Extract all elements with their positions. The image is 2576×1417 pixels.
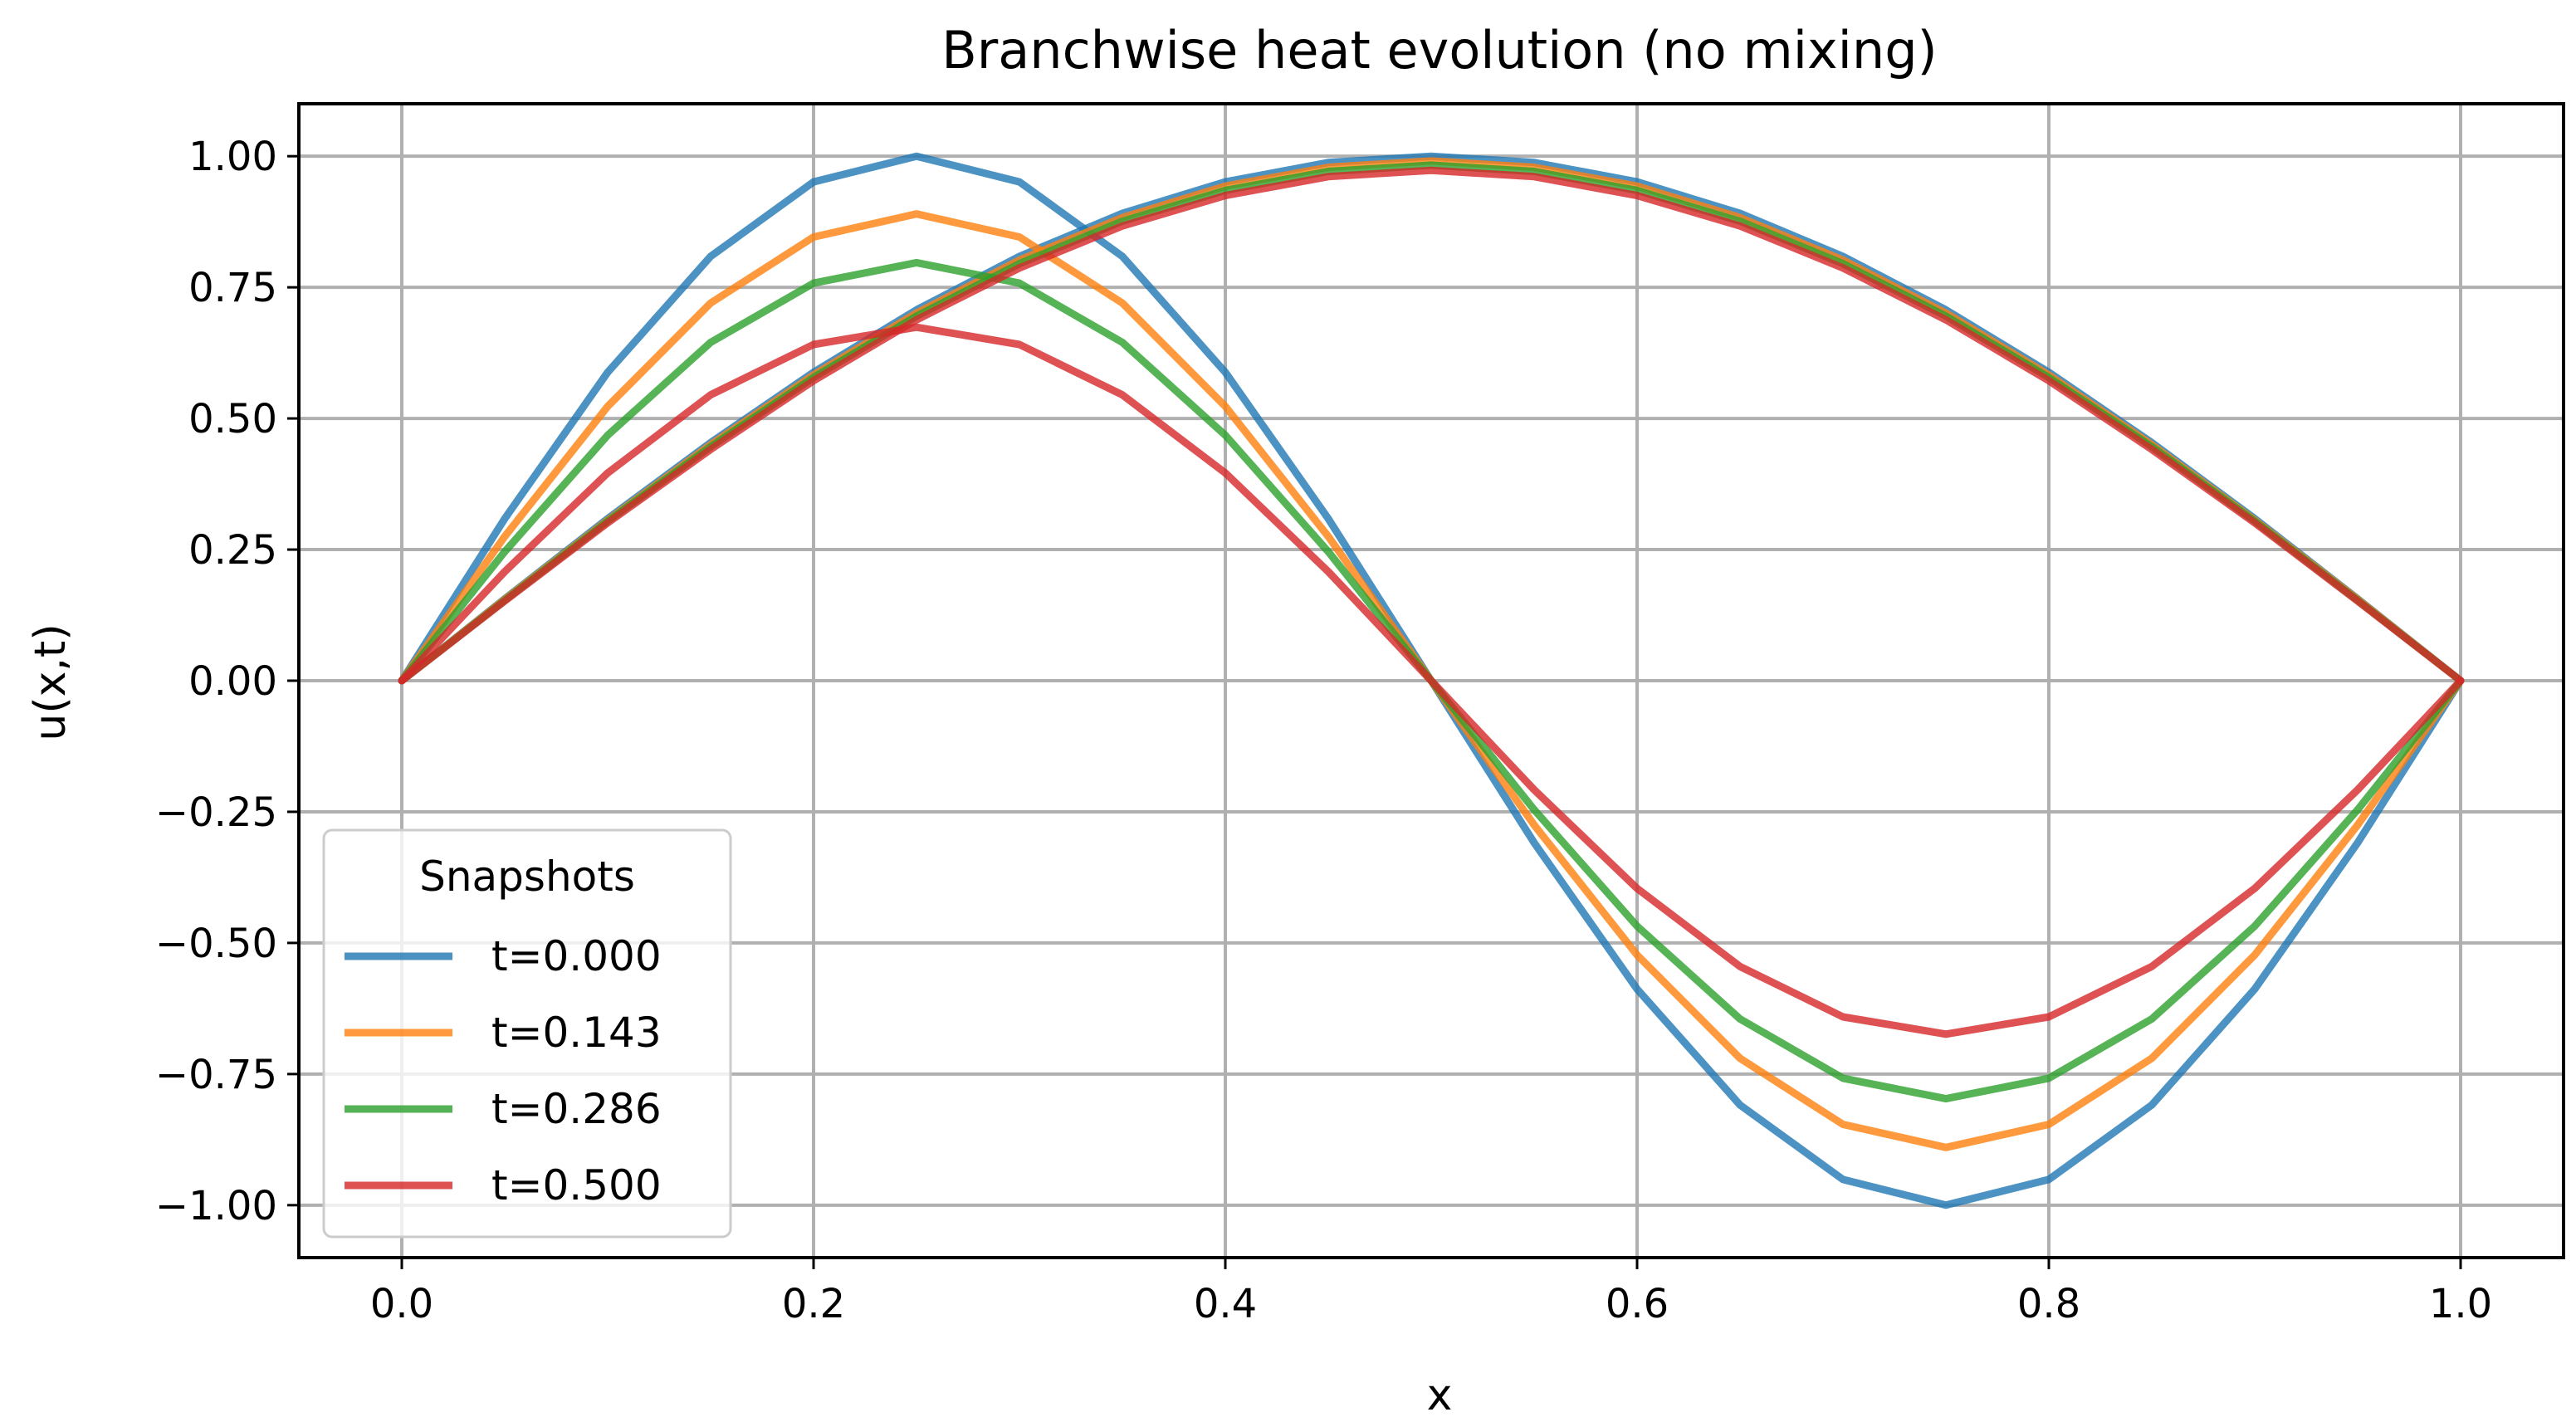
x-tick-label: 0.8 xyxy=(2017,1281,2080,1327)
series-line-t-0-500-branch-2 xyxy=(398,166,2465,685)
y-tick-label: −0.25 xyxy=(155,789,277,836)
y-tick-label: 0.50 xyxy=(188,396,277,442)
legend-label: t=0.286 xyxy=(491,1085,662,1133)
x-tick-label: 0.2 xyxy=(782,1281,845,1327)
x-tick-label: 0.4 xyxy=(1194,1281,1257,1327)
y-tick-label: 0.25 xyxy=(188,527,277,574)
y-tick-label: −0.75 xyxy=(155,1052,277,1098)
series-line-t-0-500-branch-1 xyxy=(398,323,2465,1038)
axis-ticks: 0.0 0.2 0.4 0.6 0.8 1.0 1.00 0.75 0.50 0.25 0.00 −0… xyxy=(155,134,2492,1327)
x-tick-label: 0.0 xyxy=(370,1281,433,1327)
legend-box xyxy=(322,828,732,1239)
legend-label: t=0.000 xyxy=(491,932,662,980)
x-axis-label: x xyxy=(1427,1371,1453,1417)
y-tick-label: 0.00 xyxy=(188,658,277,705)
legend-title: Snapshots xyxy=(419,853,635,901)
y-tick-label: −0.50 xyxy=(155,921,277,967)
y-axis-label: u(x,t) xyxy=(26,623,76,740)
y-tick-label: 0.75 xyxy=(188,265,277,311)
x-tick-label: 0.6 xyxy=(1606,1281,1669,1327)
y-tick-label: 1.00 xyxy=(188,134,277,180)
x-tick-label: 1.0 xyxy=(2429,1281,2492,1327)
chart-title: Branchwise heat evolution (no mixing) xyxy=(941,20,1938,81)
legend-label: t=0.500 xyxy=(491,1161,662,1209)
legend: Snapshots t=0.000 t=0.143 t=0.286 t=0.500 xyxy=(322,828,732,1239)
series-group xyxy=(398,152,2465,1209)
y-tick-label: −1.00 xyxy=(155,1183,277,1229)
legend-label: t=0.143 xyxy=(491,1009,662,1057)
